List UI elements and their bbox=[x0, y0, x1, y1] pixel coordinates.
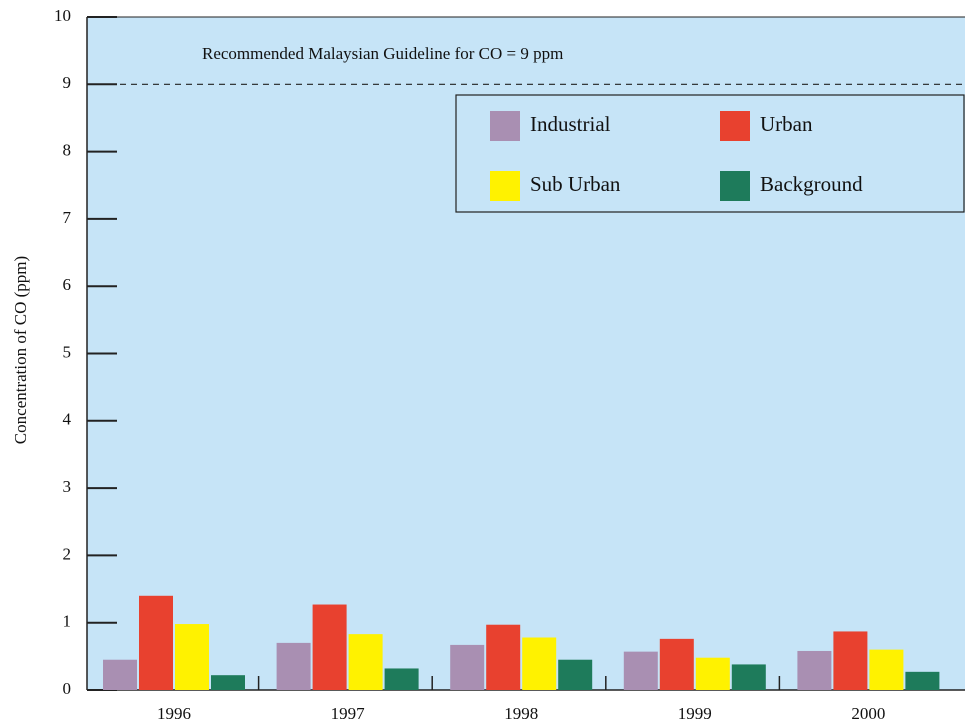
legend-box bbox=[455, 94, 965, 213]
bar bbox=[623, 651, 658, 690]
bar bbox=[869, 649, 904, 690]
bar bbox=[103, 659, 137, 690]
annotation: Recommended Malaysian Guideline for CO =… bbox=[202, 44, 563, 63]
bar bbox=[312, 604, 347, 690]
bar bbox=[211, 675, 245, 690]
legend-label: Urban bbox=[760, 112, 813, 136]
bar bbox=[731, 664, 766, 690]
legend-label: Background bbox=[760, 172, 863, 196]
bar bbox=[558, 659, 593, 690]
y-tick-label: 6 bbox=[63, 275, 72, 294]
plot-area bbox=[87, 17, 965, 690]
y-tick-label: 4 bbox=[63, 410, 72, 429]
y-axis-label: Concentration of CO (ppm) bbox=[11, 256, 30, 444]
y-tick-label: 9 bbox=[63, 73, 72, 92]
y-tick-label: 2 bbox=[63, 544, 72, 563]
bar bbox=[175, 624, 209, 690]
bar bbox=[486, 624, 521, 690]
bar bbox=[905, 671, 940, 690]
bar bbox=[797, 650, 832, 690]
y-tick-label: 8 bbox=[63, 141, 72, 160]
x-tick-label: 2000 bbox=[851, 704, 885, 723]
bar bbox=[276, 642, 311, 690]
x-tick-label: 1997 bbox=[331, 704, 366, 723]
y-tick-label: 5 bbox=[63, 342, 72, 361]
legend-swatch bbox=[490, 171, 520, 201]
legend-swatch bbox=[720, 111, 750, 141]
y-tick-label: 3 bbox=[63, 477, 72, 496]
bar bbox=[833, 631, 868, 690]
bar bbox=[695, 657, 730, 690]
legend-label: Industrial bbox=[530, 112, 611, 136]
x-tick-label: 1998 bbox=[504, 704, 538, 723]
bar bbox=[384, 668, 419, 690]
bar bbox=[522, 637, 557, 690]
x-tick-label: 1996 bbox=[157, 704, 191, 723]
x-tick-label: 1999 bbox=[678, 704, 712, 723]
y-tick-label: 7 bbox=[63, 208, 72, 227]
bar bbox=[659, 638, 694, 690]
bar bbox=[139, 595, 173, 690]
bar bbox=[450, 644, 485, 690]
y-tick-label: 1 bbox=[63, 612, 72, 631]
y-tick-label: 10 bbox=[54, 6, 71, 25]
bar bbox=[348, 634, 383, 690]
legend-swatch bbox=[490, 111, 520, 141]
legend-swatch bbox=[720, 171, 750, 201]
legend-label: Sub Urban bbox=[530, 172, 621, 196]
y-tick-label: 0 bbox=[63, 679, 72, 698]
